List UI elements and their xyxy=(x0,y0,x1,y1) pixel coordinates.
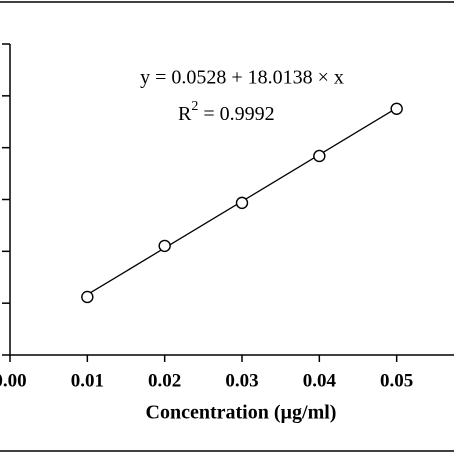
x-tick-label: 0.02 xyxy=(148,370,181,391)
point xyxy=(390,102,403,115)
r-rest: = 0.9992 xyxy=(198,103,274,125)
x-tick-label: 0.00 xyxy=(0,370,27,391)
x-axis-title: Concentration (µg/ml) xyxy=(146,402,337,424)
r-base: R xyxy=(178,103,192,125)
r-superscript: 2 xyxy=(191,99,198,114)
x-tick-label: 0.05 xyxy=(380,370,413,391)
equation: y = 0.0528 + 18.0138 × x xyxy=(140,67,344,89)
x-tick-label: 0.04 xyxy=(303,370,337,391)
point xyxy=(235,196,249,210)
point xyxy=(158,239,171,253)
point xyxy=(313,149,326,163)
x-tick-label: 0.03 xyxy=(225,370,258,391)
r-squared: R2 = 0.9992 xyxy=(178,99,275,124)
point xyxy=(81,290,94,304)
x-tick-label: 0.01 xyxy=(71,370,104,391)
